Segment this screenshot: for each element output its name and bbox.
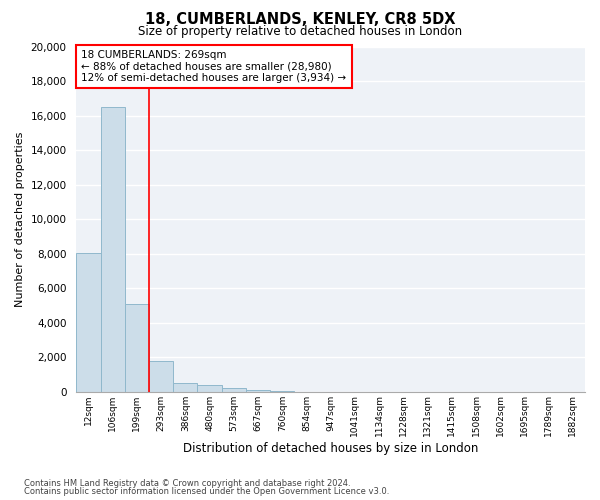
Bar bbox=[197, 385, 222, 392]
Text: Contains public sector information licensed under the Open Government Licence v3: Contains public sector information licen… bbox=[24, 487, 389, 496]
Bar bbox=[222, 388, 246, 392]
Bar bbox=[270, 390, 295, 392]
Bar bbox=[173, 383, 197, 392]
Bar bbox=[246, 390, 270, 392]
Y-axis label: Number of detached properties: Number of detached properties bbox=[15, 132, 25, 306]
X-axis label: Distribution of detached houses by size in London: Distribution of detached houses by size … bbox=[183, 442, 478, 455]
Text: Contains HM Land Registry data © Crown copyright and database right 2024.: Contains HM Land Registry data © Crown c… bbox=[24, 478, 350, 488]
Text: 18 CUMBERLANDS: 269sqm
← 88% of detached houses are smaller (28,980)
12% of semi: 18 CUMBERLANDS: 269sqm ← 88% of detached… bbox=[82, 50, 347, 83]
Text: Size of property relative to detached houses in London: Size of property relative to detached ho… bbox=[138, 25, 462, 38]
Bar bbox=[149, 362, 173, 392]
Bar bbox=[125, 304, 149, 392]
Bar bbox=[76, 252, 101, 392]
Bar bbox=[101, 107, 125, 392]
Text: 18, CUMBERLANDS, KENLEY, CR8 5DX: 18, CUMBERLANDS, KENLEY, CR8 5DX bbox=[145, 12, 455, 28]
